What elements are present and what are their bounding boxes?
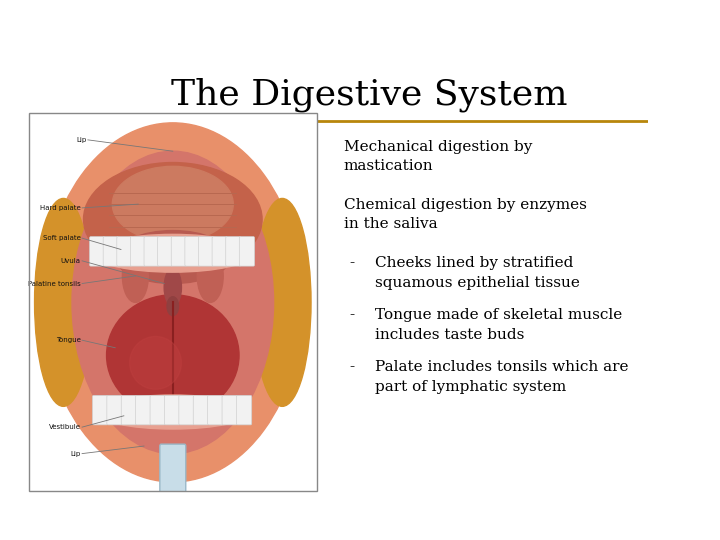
FancyBboxPatch shape	[117, 237, 132, 266]
Text: Uvula: Uvula	[60, 258, 81, 264]
FancyBboxPatch shape	[171, 237, 186, 266]
FancyBboxPatch shape	[193, 395, 209, 425]
FancyBboxPatch shape	[164, 395, 180, 425]
Ellipse shape	[197, 249, 223, 302]
Ellipse shape	[72, 151, 274, 454]
FancyBboxPatch shape	[225, 237, 241, 266]
FancyBboxPatch shape	[135, 395, 151, 425]
FancyBboxPatch shape	[144, 237, 159, 266]
FancyBboxPatch shape	[103, 237, 119, 266]
Text: Lip: Lip	[71, 450, 81, 457]
Text: IV.  The Oral Cavity: IV. The Oral Cavity	[96, 131, 274, 150]
Ellipse shape	[130, 336, 181, 389]
Text: Soft palate: Soft palate	[42, 235, 81, 241]
FancyBboxPatch shape	[160, 444, 186, 494]
Ellipse shape	[167, 297, 179, 315]
FancyBboxPatch shape	[239, 237, 255, 266]
Text: Palatine tonsils: Palatine tonsils	[28, 280, 81, 287]
Text: -: -	[349, 256, 354, 270]
Ellipse shape	[115, 231, 230, 284]
Ellipse shape	[107, 295, 239, 416]
Ellipse shape	[95, 395, 251, 429]
Text: Tongue: Tongue	[55, 337, 81, 343]
FancyBboxPatch shape	[185, 237, 200, 266]
Text: Hard palate: Hard palate	[40, 205, 81, 211]
FancyBboxPatch shape	[107, 395, 122, 425]
FancyBboxPatch shape	[207, 395, 223, 425]
FancyBboxPatch shape	[158, 237, 173, 266]
Text: -: -	[349, 308, 354, 322]
Text: Chemical digestion by enzymes
in the saliva: Chemical digestion by enzymes in the sal…	[344, 198, 587, 231]
Text: Lip: Lip	[76, 137, 86, 143]
Ellipse shape	[122, 249, 148, 302]
Ellipse shape	[253, 199, 311, 407]
Ellipse shape	[84, 163, 262, 276]
FancyBboxPatch shape	[92, 395, 108, 425]
FancyBboxPatch shape	[89, 237, 105, 266]
FancyBboxPatch shape	[179, 395, 194, 425]
FancyBboxPatch shape	[130, 237, 145, 266]
Text: Vestibule: Vestibule	[49, 424, 81, 430]
FancyBboxPatch shape	[212, 237, 228, 266]
FancyBboxPatch shape	[150, 395, 166, 425]
Ellipse shape	[92, 234, 253, 272]
Text: Mechanical digestion by
mastication: Mechanical digestion by mastication	[344, 140, 532, 173]
Ellipse shape	[164, 268, 181, 306]
Text: Tongue made of skeletal muscle
includes taste buds: Tongue made of skeletal muscle includes …	[374, 308, 622, 341]
Ellipse shape	[112, 166, 233, 242]
Text: -: -	[349, 360, 354, 374]
Text: Palate includes tonsils which are
part of lymphatic system: Palate includes tonsils which are part o…	[374, 360, 628, 394]
Ellipse shape	[35, 199, 92, 407]
Text: The Digestive System: The Digestive System	[171, 77, 567, 112]
Ellipse shape	[166, 491, 180, 507]
FancyBboxPatch shape	[199, 237, 214, 266]
FancyBboxPatch shape	[121, 395, 137, 425]
FancyBboxPatch shape	[236, 395, 252, 425]
Text: Cheeks lined by stratified
squamous epithelial tissue: Cheeks lined by stratified squamous epit…	[374, 256, 580, 289]
Ellipse shape	[43, 123, 302, 482]
FancyBboxPatch shape	[222, 395, 238, 425]
